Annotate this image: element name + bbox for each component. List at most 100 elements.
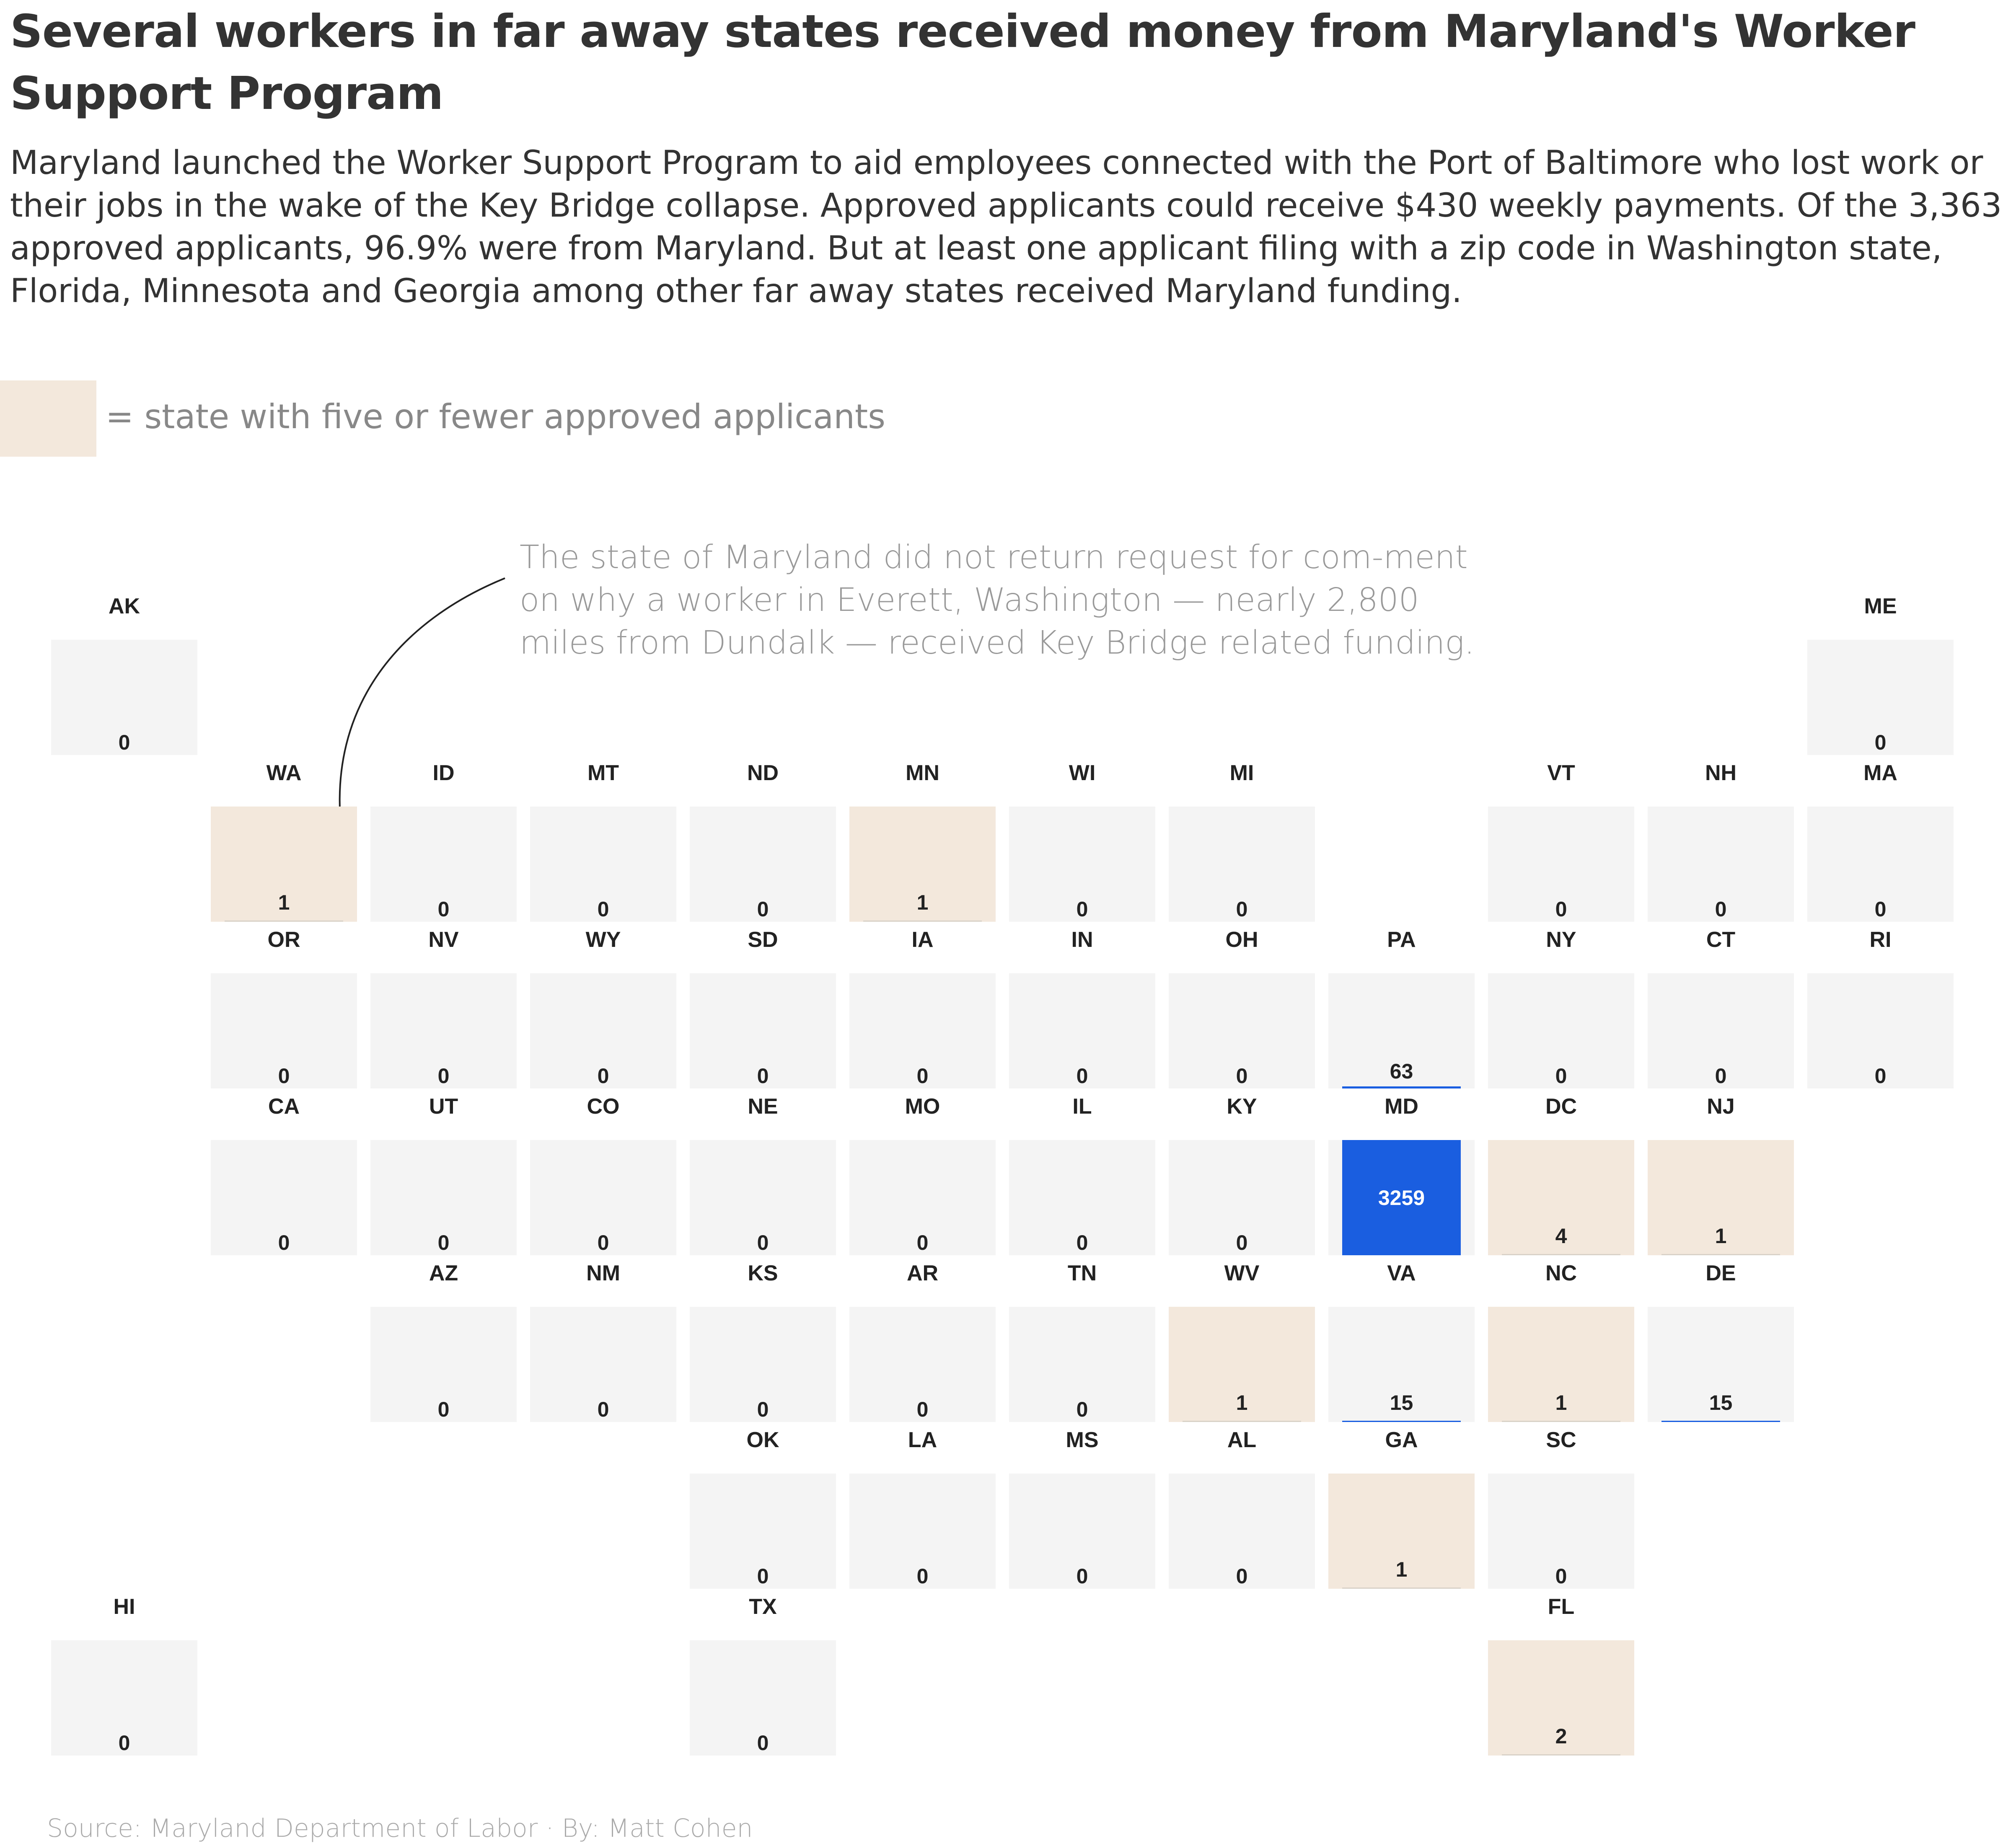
state-tile: 15 (1328, 1307, 1475, 1422)
state-nh: NH 0 (1648, 756, 1794, 922)
state-label: NC (1545, 1261, 1577, 1285)
state-label: AK (108, 594, 140, 618)
state-label: NM (586, 1261, 620, 1285)
state-ar: AR 0 (849, 1257, 996, 1422)
state-tile: 0 (530, 807, 676, 922)
state-label: OH (1225, 928, 1258, 952)
state-tile: 0 (849, 1307, 996, 1422)
state-tile: 1 (1328, 1474, 1475, 1589)
state-or: OR 0 (211, 923, 357, 1088)
state-fl: FL 2 (1488, 1590, 1634, 1756)
state-value: 1 (1715, 1224, 1727, 1248)
state-tile: 0 (1807, 973, 1954, 1088)
state-tile: 0 (690, 1474, 836, 1589)
value-bar (1342, 1140, 1461, 1255)
state-value: 15 (1709, 1391, 1733, 1414)
state-vt: VT 0 (1488, 756, 1634, 922)
state-tile: 0 (1648, 973, 1794, 1088)
state-value: 1 (1395, 1558, 1408, 1581)
chart-title: Several workers in far away states recei… (10, 5, 1915, 120)
state-tx: TX 0 (690, 1590, 836, 1756)
state-mt: MT 0 (530, 756, 676, 922)
state-tile: 0 (370, 973, 517, 1088)
state-hi: HI 0 (51, 1590, 197, 1756)
state-wv: WV 1 (1169, 1257, 1315, 1422)
state-id: ID 0 (370, 756, 517, 922)
state-value: 2 (1555, 1724, 1567, 1748)
value-bar (1342, 1086, 1461, 1088)
state-label: MN (906, 761, 939, 785)
state-ak: AK 0 (51, 589, 197, 755)
state-dc: DC 4 (1488, 1090, 1634, 1255)
state-label: OR (267, 928, 300, 952)
state-tile: 0 (849, 1474, 996, 1589)
state-label: MO (905, 1094, 940, 1119)
state-oh: OH 0 (1169, 923, 1315, 1088)
state-value: 0 (916, 1564, 929, 1588)
state-label: DC (1545, 1094, 1577, 1119)
state-value: 0 (1874, 731, 1887, 754)
state-tile: 1 (1169, 1307, 1315, 1422)
value-bar (1183, 1421, 1301, 1422)
state-value: 0 (597, 897, 609, 921)
source-credit: Source: Maryland Department of Labor · B… (47, 1814, 753, 1843)
state-value: 0 (437, 897, 450, 921)
state-value: 0 (757, 1398, 769, 1421)
state-tile: 0 (1169, 973, 1315, 1088)
state-ia: IA 0 (849, 923, 996, 1088)
state-tile: 0 (1009, 807, 1155, 922)
state-tile: 1 (211, 807, 357, 922)
state-label: HI (113, 1595, 135, 1619)
state-tile: 0 (1169, 1474, 1315, 1589)
state-value: 0 (1236, 897, 1248, 921)
state-label: IL (1072, 1094, 1092, 1119)
state-value: 0 (757, 1731, 769, 1755)
state-me: ME 0 (1807, 589, 1954, 755)
state-value: 0 (437, 1064, 450, 1088)
state-nc: NC 1 (1488, 1257, 1634, 1422)
value-bar (1342, 1421, 1461, 1422)
state-value: 0 (1236, 1564, 1248, 1588)
state-mo: MO 0 (849, 1090, 996, 1255)
state-value: 0 (437, 1231, 450, 1254)
state-co: CO 0 (530, 1090, 676, 1255)
state-label: WV (1224, 1261, 1260, 1285)
state-value: 0 (597, 1064, 609, 1088)
state-label: WA (266, 761, 302, 785)
state-tile: 0 (1009, 1140, 1155, 1255)
state-label: KY (1227, 1094, 1257, 1119)
state-tile: 0 (370, 1140, 517, 1255)
state-ga: GA 1 (1328, 1423, 1475, 1589)
state-tile: 0 (1169, 1140, 1315, 1255)
state-de: DE 15 (1648, 1257, 1794, 1422)
state-label: ID (432, 761, 455, 785)
state-tile: 0 (370, 807, 517, 922)
state-tile: 0 (690, 807, 836, 922)
state-label: PA (1387, 928, 1416, 952)
state-ma: MA 0 (1807, 756, 1954, 922)
state-value: 1 (916, 891, 929, 914)
state-label: LA (908, 1428, 937, 1452)
state-ct: CT 0 (1648, 923, 1794, 1088)
state-label: NY (1546, 928, 1576, 952)
state-ny: NY 0 (1488, 923, 1634, 1088)
value-bar (225, 920, 343, 922)
state-tile: 1 (1648, 1140, 1794, 1255)
state-label: FL (1548, 1595, 1575, 1619)
state-label: CA (268, 1094, 300, 1119)
state-label: DE (1705, 1261, 1736, 1285)
state-value: 0 (757, 897, 769, 921)
state-tile: 0 (1488, 807, 1634, 922)
state-value: 1 (1555, 1391, 1567, 1414)
legend-label: = state with five or fewer approved appl… (106, 397, 885, 436)
chart-subtitle: Maryland launched the Worker Support Pro… (10, 144, 2002, 310)
state-label: WI (1069, 761, 1096, 785)
state-ms: MS 0 (1009, 1423, 1155, 1589)
state-tile: 0 (849, 1140, 996, 1255)
state-nm: NM 0 (530, 1257, 676, 1422)
state-mn: MN 1 (849, 756, 996, 922)
state-ky: KY 0 (1169, 1090, 1315, 1255)
state-value: 0 (278, 1064, 290, 1088)
state-value: 0 (1874, 1064, 1887, 1088)
state-tile: 0 (690, 973, 836, 1088)
